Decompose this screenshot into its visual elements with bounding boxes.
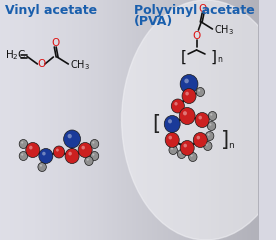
Circle shape — [184, 144, 187, 147]
Ellipse shape — [122, 0, 276, 240]
Circle shape — [65, 149, 79, 163]
Text: CH$_3$: CH$_3$ — [70, 58, 90, 72]
Circle shape — [179, 108, 195, 125]
Circle shape — [19, 151, 28, 161]
Circle shape — [174, 102, 178, 106]
Circle shape — [206, 144, 208, 146]
Circle shape — [85, 156, 93, 166]
Circle shape — [182, 89, 196, 103]
Circle shape — [53, 146, 65, 158]
Circle shape — [90, 151, 99, 161]
Text: CH$_3$: CH$_3$ — [214, 23, 234, 37]
Circle shape — [38, 162, 46, 172]
Circle shape — [164, 115, 180, 132]
Text: O: O — [192, 31, 201, 41]
Text: ]: ] — [210, 49, 216, 65]
Circle shape — [198, 116, 202, 120]
Circle shape — [42, 152, 46, 156]
Circle shape — [68, 134, 72, 138]
Circle shape — [190, 154, 193, 157]
Circle shape — [56, 149, 59, 152]
Text: (PVA): (PVA) — [134, 15, 173, 28]
Circle shape — [87, 158, 89, 161]
Circle shape — [185, 92, 189, 96]
Circle shape — [210, 114, 212, 116]
Circle shape — [184, 78, 189, 83]
Text: O: O — [51, 38, 59, 48]
Text: [: [ — [181, 49, 187, 65]
Circle shape — [180, 140, 194, 156]
Circle shape — [92, 141, 94, 144]
Circle shape — [168, 136, 172, 139]
Circle shape — [179, 151, 181, 154]
Circle shape — [198, 90, 200, 92]
Text: n: n — [228, 142, 234, 150]
Circle shape — [196, 88, 205, 96]
Text: Vinyl acetate: Vinyl acetate — [5, 4, 97, 17]
Text: H$_2$C: H$_2$C — [5, 48, 26, 62]
Circle shape — [197, 136, 200, 139]
Circle shape — [64, 130, 81, 148]
Circle shape — [21, 141, 23, 144]
Circle shape — [177, 150, 186, 158]
Circle shape — [189, 152, 197, 162]
Circle shape — [78, 143, 92, 157]
Circle shape — [40, 164, 42, 167]
Circle shape — [183, 111, 187, 115]
Circle shape — [26, 143, 40, 157]
Circle shape — [81, 146, 85, 150]
Text: ]: ] — [221, 130, 229, 150]
Circle shape — [29, 146, 33, 150]
Circle shape — [169, 145, 177, 155]
Text: O: O — [198, 4, 206, 14]
Circle shape — [180, 74, 198, 94]
Circle shape — [204, 142, 212, 150]
Circle shape — [171, 147, 173, 150]
Circle shape — [171, 99, 184, 113]
Circle shape — [19, 139, 28, 149]
Text: O: O — [37, 59, 45, 69]
Circle shape — [193, 132, 207, 148]
Circle shape — [165, 132, 179, 148]
Circle shape — [207, 121, 216, 131]
Circle shape — [195, 113, 209, 127]
Circle shape — [205, 132, 214, 140]
Text: n: n — [217, 55, 222, 65]
Circle shape — [209, 123, 211, 126]
Circle shape — [68, 152, 72, 156]
Circle shape — [168, 119, 172, 123]
Text: [: [ — [152, 114, 160, 134]
Circle shape — [90, 139, 99, 149]
Text: Polyvinyl acetate: Polyvinyl acetate — [134, 4, 254, 17]
Circle shape — [21, 153, 23, 156]
Circle shape — [39, 149, 53, 163]
Circle shape — [92, 153, 94, 156]
Circle shape — [208, 112, 217, 120]
Circle shape — [208, 133, 209, 136]
